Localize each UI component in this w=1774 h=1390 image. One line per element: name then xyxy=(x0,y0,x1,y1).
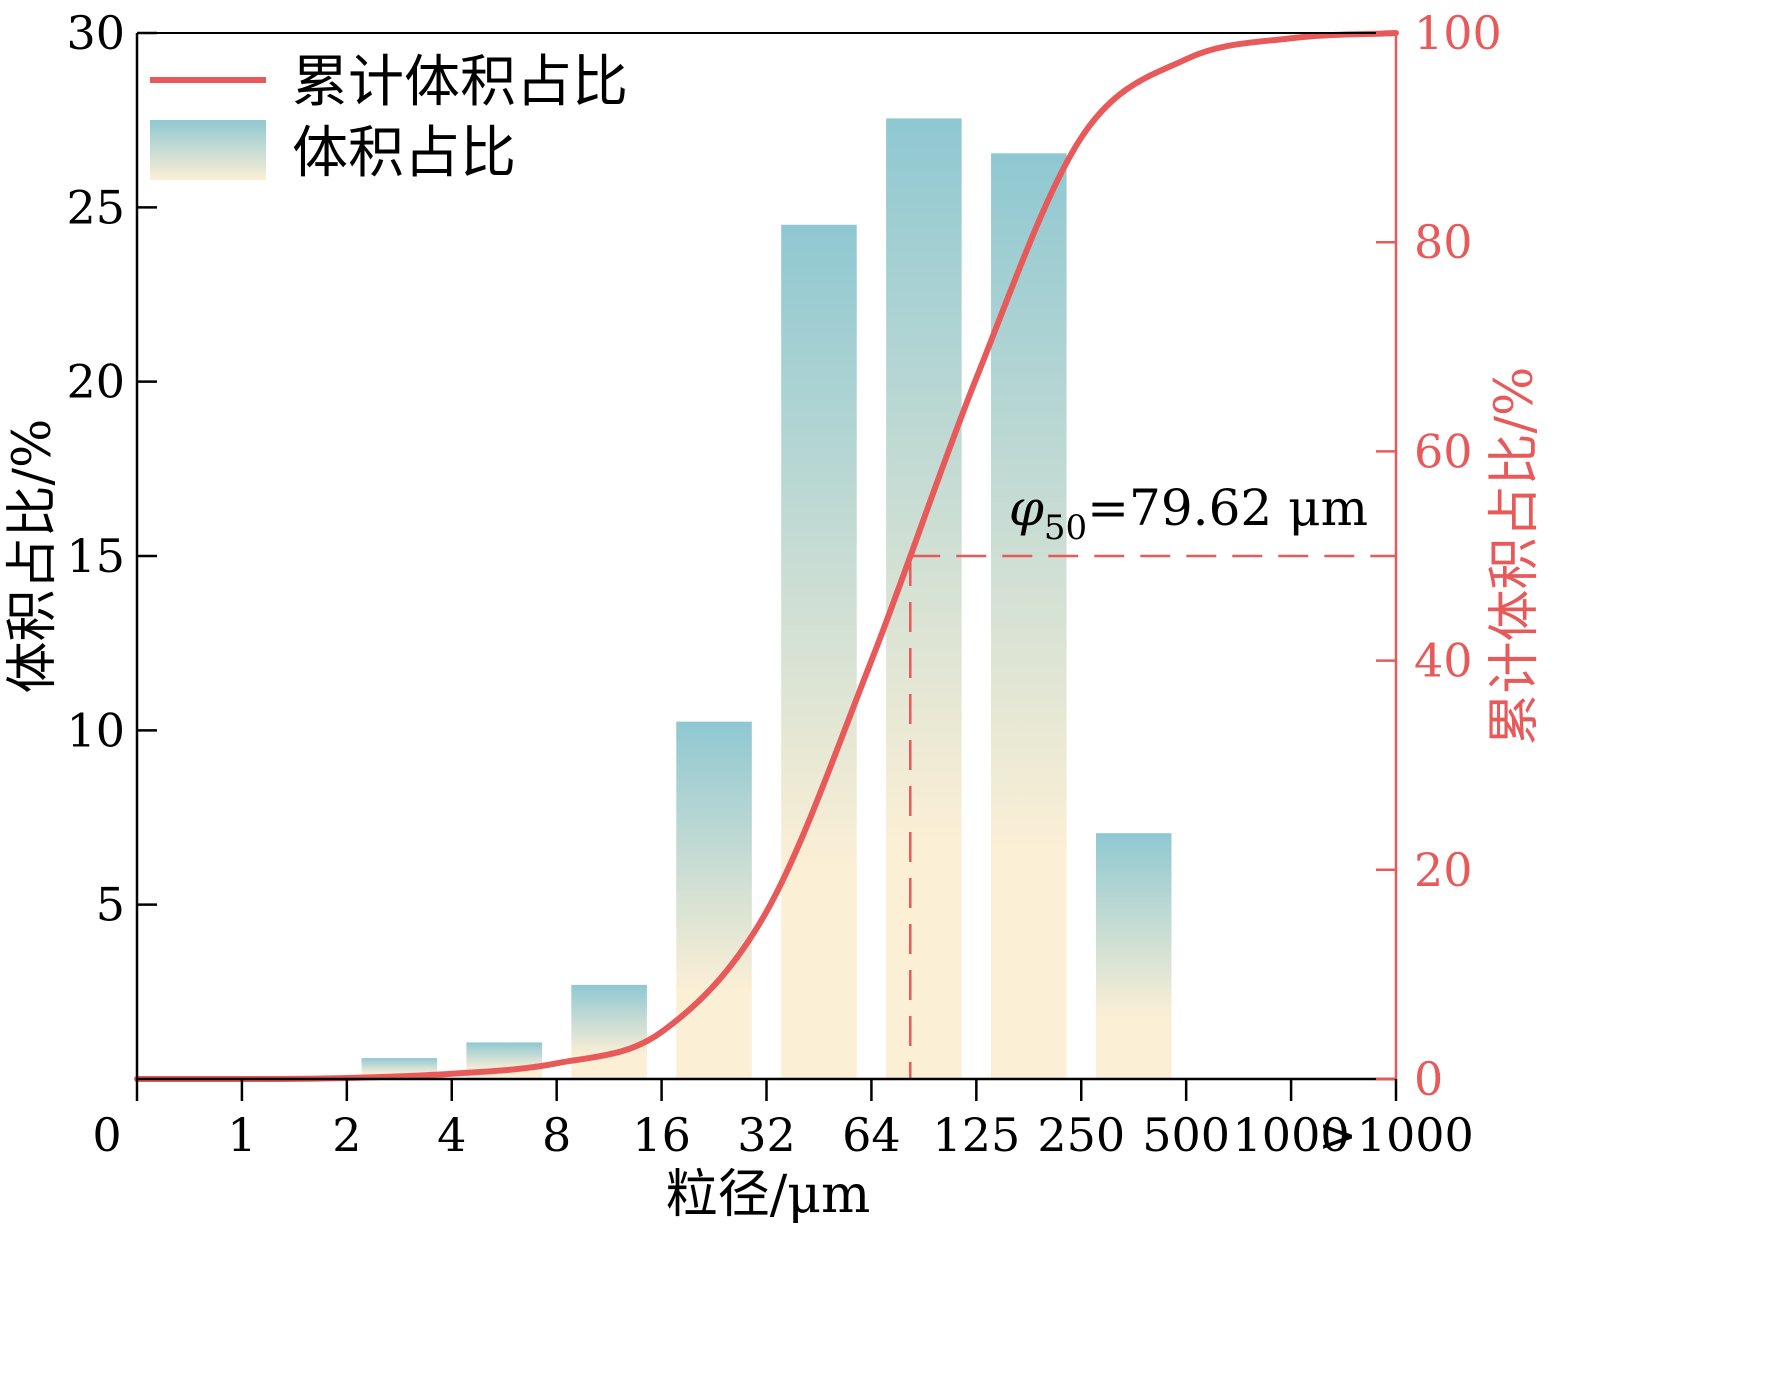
x-tick-label: 1 xyxy=(227,1108,256,1162)
x-tick-label: 4 xyxy=(437,1108,466,1162)
x-tick-label: 64 xyxy=(842,1108,901,1162)
bar xyxy=(991,153,1067,1080)
y2-tick-label: 20 xyxy=(1414,843,1473,897)
y-tick-label: 5 xyxy=(96,878,125,932)
cumulative-series xyxy=(134,30,1399,1082)
y2-tick-label: 60 xyxy=(1414,424,1473,478)
median-annotation: φ50=79.62 μm xyxy=(909,479,1396,1079)
bar xyxy=(781,224,857,1079)
bar-series xyxy=(361,118,1172,1080)
y2-tick-label: 0 xyxy=(1414,1052,1443,1106)
legend: 累计体积占比 体积占比 xyxy=(150,50,628,186)
y-tick-label: 15 xyxy=(66,529,125,583)
y-tick-label: 10 xyxy=(66,703,125,757)
cumulative-curve xyxy=(134,30,1399,1082)
x-tick-label: 250 xyxy=(1037,1108,1125,1162)
x-tick-label: >1000 xyxy=(1318,1108,1474,1162)
median-label: φ50=79.62 μm xyxy=(1009,479,1368,548)
median-value: =79.62 μm xyxy=(1087,479,1368,537)
y2-axis-title: 累计体积占比/% xyxy=(1485,367,1545,746)
x-axis: 0 1 2 4 8 16 32 64 125 250 500 1000>1000 xyxy=(92,1079,1474,1162)
x-tick-label: 125 xyxy=(932,1108,1020,1162)
y-axis-title: 体积占比/% xyxy=(3,419,63,694)
x-tick-label: 500 xyxy=(1142,1108,1230,1162)
median-symbol: φ xyxy=(1009,479,1044,537)
x-tick-label: 8 xyxy=(542,1108,571,1162)
y-tick-label: 20 xyxy=(66,355,125,409)
bar xyxy=(571,984,647,1079)
y2-tick-label: 100 xyxy=(1414,6,1502,60)
y-tick-label: 25 xyxy=(66,180,125,234)
x-tick-label: 2 xyxy=(332,1108,361,1162)
y2-tick-label: 40 xyxy=(1414,634,1473,688)
x-tick-label: 16 xyxy=(632,1108,691,1162)
x-tick-label: 0 xyxy=(92,1108,121,1162)
legend-bar-label: 体积占比 xyxy=(292,121,516,186)
y2-tick-label: 80 xyxy=(1414,215,1473,269)
legend-bar-swatch xyxy=(150,120,266,180)
bar xyxy=(676,721,752,1079)
median-subscript: 50 xyxy=(1044,508,1087,548)
x-tick-label: 32 xyxy=(737,1108,796,1162)
left-y-axis: 5 10 15 20 25 30 xyxy=(66,6,157,932)
right-y-axis: 0 20 40 60 80 100 xyxy=(1376,6,1502,1106)
bar xyxy=(886,118,962,1079)
x-axis-title: 粒径/μm xyxy=(666,1165,871,1225)
x-tick-label: 1000 xyxy=(1233,1108,1350,1162)
y-tick-label: 30 xyxy=(66,6,125,60)
legend-line-label: 累计体积占比 xyxy=(292,50,628,115)
bar xyxy=(1095,833,1172,1079)
